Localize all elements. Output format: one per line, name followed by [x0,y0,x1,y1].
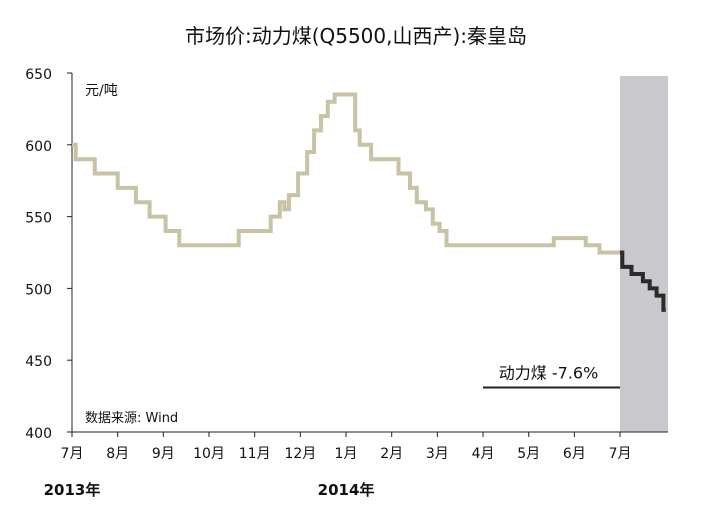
y-tick-label: 400 [25,426,52,442]
y-tick-label: 550 [25,211,52,227]
y-axis-ticks: 650 600 550 500 450 400 [25,67,72,442]
y-tick-label: 500 [25,282,52,298]
source-note: 数据来源: Wind [85,411,178,426]
chart-title: 市场价:动力煤(Q5500,山西产):秦皇岛 [185,24,527,48]
x-tick-label: 4月 [472,446,495,462]
y-tick-label: 450 [25,354,52,370]
x-tick-label: 9月 [152,446,175,462]
year-label: 2013年 [44,481,101,499]
x-tick-label: 6月 [563,446,586,462]
x-tick-label: 8月 [106,446,129,462]
x-tick-label: 7月 [609,446,632,462]
y-tick-label: 600 [25,139,52,155]
annotation-label: 动力煤 -7.6% [499,364,599,383]
x-tick-label: 12月 [284,446,316,462]
year-label: 2014年 [318,481,375,499]
x-tick-label: 7月 [61,446,84,462]
x-tick-label: 3月 [426,446,449,462]
series-annotation: 动力煤 -7.6% [483,364,621,389]
y-tick-label: 650 [25,67,52,83]
forecast-shaded-region [620,76,668,432]
x-tick-label: 2月 [380,446,403,462]
year-labels: 2013年 2014年 [44,481,375,499]
recent-price-line [620,250,666,312]
x-tick-label: 1月 [335,446,358,462]
x-tick-label: 5月 [517,446,540,462]
unit-label: 元/吨 [85,83,118,99]
historical-price-line [72,92,620,255]
x-tick-label: 10月 [193,446,225,462]
series-lines [72,92,666,312]
x-axis-ticks: 7月 8月 9月 10月 11月 12月 1月 2月 3月 4月 5月 6月 7月 [61,432,632,462]
x-tick-label: 11月 [239,446,271,462]
